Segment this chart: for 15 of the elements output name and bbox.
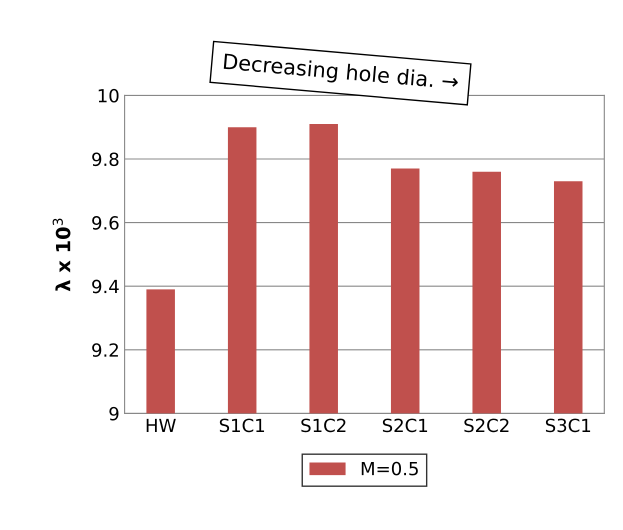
y-tick-label: 10 <box>98 88 119 103</box>
x-tick-label: S1C2 <box>301 418 346 432</box>
y-tick-label: 9.4 <box>92 280 119 294</box>
x-tick-label: S2C2 <box>464 418 508 432</box>
x-tick-label: S3C1 <box>546 418 590 432</box>
y-axis-title: λ x 10$^{3}$ <box>52 218 70 292</box>
x-tick-label: S2C1 <box>382 418 428 432</box>
legend-label: M=0.5 <box>362 462 418 476</box>
x-tick-label: HW <box>146 418 176 432</box>
y-tick-label: 9 <box>109 406 118 421</box>
text: Decreasing hole dia. → <box>223 52 459 94</box>
x-tick-label: S1C1 <box>220 418 264 432</box>
y-tick-label: 9.2 <box>92 343 118 357</box>
y-tick-label: 9.8 <box>92 152 119 166</box>
y-tick-label: 9.6 <box>92 216 119 230</box>
